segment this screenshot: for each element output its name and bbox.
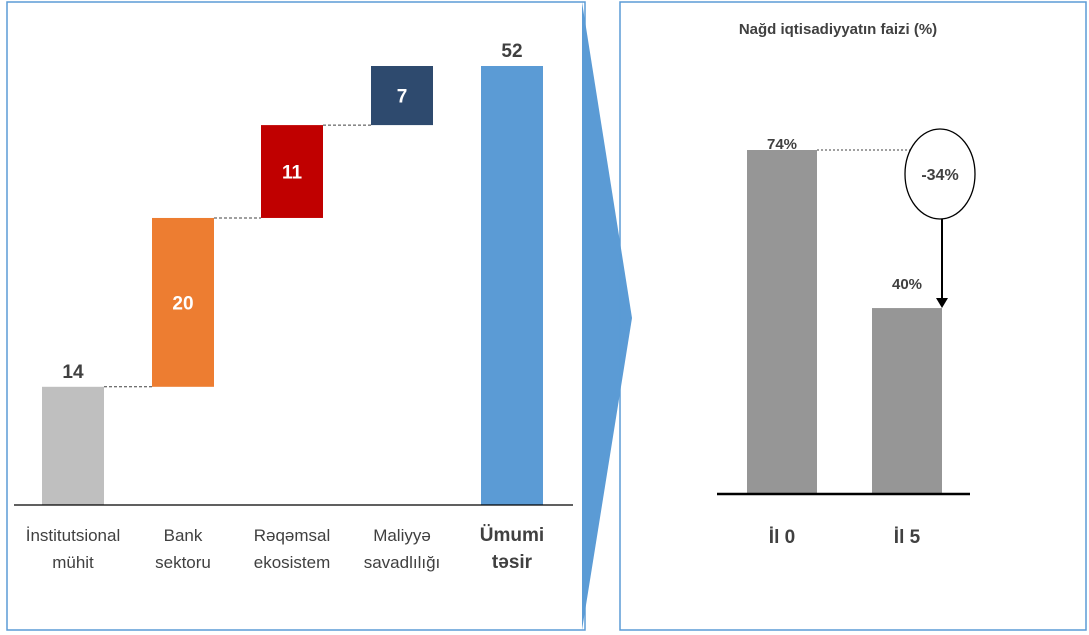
change-label: -34% [921, 167, 958, 184]
cash-bar [747, 150, 817, 494]
waterfall-value-label: 7 [397, 87, 408, 108]
waterfall-category-label: Maliyyə savadlılığı [364, 526, 441, 572]
waterfall-bar [42, 386, 104, 505]
change-arrow-head [936, 298, 948, 309]
cash-chart-title: Nağd iqtisadiyyatın faizi (%) [739, 21, 937, 38]
cash-bar-value-label: 74% [767, 136, 797, 153]
cash-bar [872, 308, 942, 494]
waterfall-bar [152, 217, 214, 387]
waterfall-category-label: Ümumi təsir [480, 525, 544, 573]
waterfall-bar [261, 125, 323, 218]
waterfall-category-label: İnstitutsional mühit [26, 526, 121, 572]
waterfall-category-label: Rəqəmsal ekosistem [254, 526, 331, 572]
right-panel-border [619, 1, 1087, 631]
waterfall-value-label: 52 [501, 41, 522, 62]
waterfall-chart: 14 20 11 7 52 İnstitutsional mühit Bank sektoru R… [14, 41, 573, 573]
waterfall-value-label: 20 [172, 293, 193, 314]
waterfall-value-label: 11 [282, 163, 303, 184]
cash-category-label: İl 5 [894, 527, 921, 548]
waterfall-bar [371, 66, 433, 126]
change-bubble [904, 128, 976, 220]
waterfall-category-label: Bank sektoru [155, 526, 211, 572]
waterfall-value-label: 14 [62, 362, 84, 383]
waterfall-bar [481, 66, 543, 505]
cash-economy-chart: Nağd iqtisadiyyatın faizi (%) 74% İl 0 40%… [717, 21, 976, 548]
cash-category-label: İl 0 [769, 527, 795, 548]
cash-bar-value-label: 40% [892, 276, 922, 293]
transition-arrow [582, 2, 632, 630]
